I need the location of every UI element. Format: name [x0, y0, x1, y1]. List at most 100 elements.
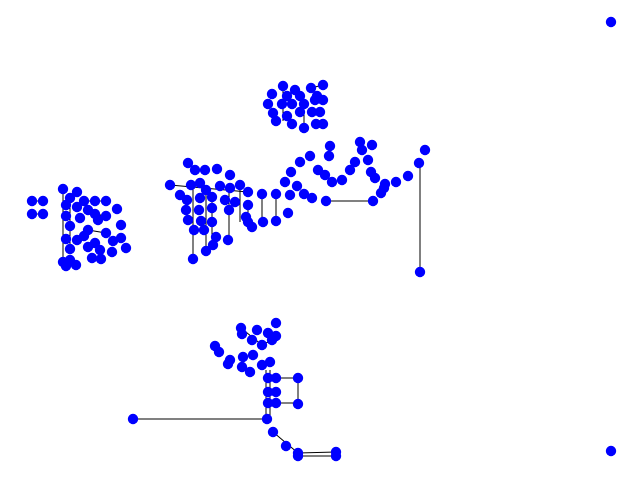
graph-node: [270, 188, 282, 200]
graph-node: [26, 208, 38, 220]
graph-node: [270, 397, 282, 409]
graph-node: [354, 136, 366, 148]
graph-node: [64, 220, 76, 232]
graph-node: [309, 94, 321, 106]
graph-node: [236, 328, 248, 340]
graph-node: [234, 179, 246, 191]
graph-edge: [297, 451, 337, 454]
graph-node: [390, 176, 402, 188]
graph-node: [37, 208, 49, 220]
graph-node: [223, 204, 235, 216]
graph-node: [94, 244, 106, 256]
graph-node: [64, 243, 76, 255]
graph-node: [115, 219, 127, 231]
graph-node: [298, 188, 310, 200]
graph-node: [270, 330, 282, 342]
graph-node: [182, 157, 194, 169]
graph-node: [193, 204, 205, 216]
graph-node: [270, 386, 282, 398]
graph-node: [185, 179, 197, 191]
graph-node: [262, 98, 274, 110]
graph-node: [349, 156, 361, 168]
graph-node: [326, 176, 338, 188]
graph-node: [264, 356, 276, 368]
graph-node: [419, 144, 431, 156]
graph-node: [251, 324, 263, 336]
graph-node: [71, 234, 83, 246]
graph-node: [261, 413, 273, 425]
graph-node: [181, 194, 193, 206]
graph-node: [305, 82, 317, 94]
graph-node: [281, 110, 293, 122]
graph-node: [270, 317, 282, 329]
graph-node: [317, 118, 329, 130]
graph-node: [222, 358, 234, 370]
graph-node: [256, 359, 268, 371]
graph-node: [282, 207, 294, 219]
graph-node: [291, 180, 303, 192]
graph-node: [246, 334, 258, 346]
graph-node: [211, 163, 223, 175]
graph-node: [369, 172, 381, 184]
graph-node: [286, 118, 298, 130]
graph-node: [180, 204, 192, 216]
graph-node: [605, 445, 617, 457]
graph-node: [182, 214, 194, 226]
graph-node: [292, 372, 304, 384]
graph-node: [86, 252, 98, 264]
graph-node: [200, 245, 212, 257]
graph-node: [294, 90, 306, 102]
graph-node: [224, 169, 236, 181]
graph-node: [270, 115, 282, 127]
graph-node: [285, 166, 297, 178]
graph-node: [306, 106, 318, 118]
graph-node: [194, 192, 206, 204]
graph-node: [414, 266, 426, 278]
graph-node: [78, 195, 90, 207]
graph-node: [294, 106, 306, 118]
graph-node: [286, 98, 298, 110]
graph-node: [402, 170, 414, 182]
graph-node: [267, 426, 279, 438]
graph-node: [605, 16, 617, 28]
graph-node: [100, 195, 112, 207]
graph-node: [224, 182, 236, 194]
graph-node: [267, 107, 279, 119]
graph-node: [246, 221, 258, 233]
graph-node: [266, 88, 278, 100]
graph-node: [242, 199, 254, 211]
graph-node: [317, 79, 329, 91]
graph-node: [200, 184, 212, 196]
graph-node: [100, 227, 112, 239]
graph-node: [244, 366, 256, 378]
graph-node: [378, 182, 390, 194]
graph-node: [70, 259, 82, 271]
graph-node: [100, 210, 112, 222]
graph-node: [262, 386, 274, 398]
graph-node: [120, 242, 132, 254]
graph-node: [314, 106, 326, 118]
graph-node: [206, 191, 218, 203]
graph-node: [195, 215, 207, 227]
graph-node: [257, 216, 269, 228]
graph-node: [111, 203, 123, 215]
graph-node: [229, 196, 241, 208]
graph-node: [256, 188, 268, 200]
graph-node: [213, 346, 225, 358]
graph-node: [292, 398, 304, 410]
graph-node: [37, 195, 49, 207]
graph-node: [57, 183, 69, 195]
graph-node: [270, 372, 282, 384]
graph-node: [336, 174, 348, 186]
graph-node: [206, 216, 218, 228]
graph-node: [164, 179, 176, 191]
graph-node: [298, 98, 310, 110]
graph-node: [262, 372, 274, 384]
graph-node: [317, 94, 329, 106]
graph-node: [320, 195, 332, 207]
graph-node: [187, 253, 199, 265]
graph-node: [298, 122, 310, 134]
graph-node: [330, 450, 342, 462]
graph-node: [106, 246, 118, 258]
